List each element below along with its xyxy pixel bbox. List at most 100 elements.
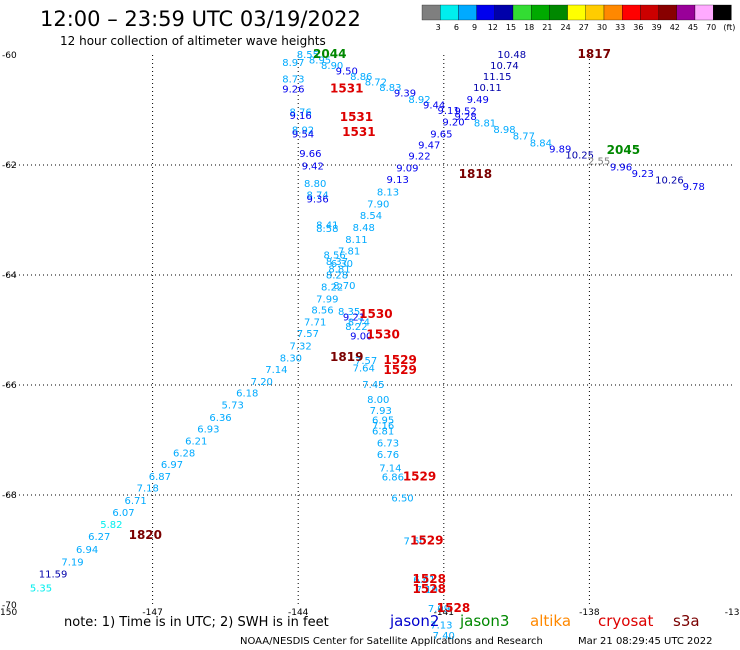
wave-height-label: 6.30 (331, 259, 353, 270)
wave-height-label: 8.83 (379, 83, 401, 94)
wave-height-label: 9.26 (282, 84, 304, 95)
colorbar-swatch (622, 4, 641, 21)
wave-height-label: 9.65 (430, 130, 452, 141)
y-tick-label: -68 (2, 491, 17, 501)
colorbar-label: 21 (542, 23, 552, 32)
colorbar-label: 6 (454, 23, 459, 32)
wave-height-label: 9.52 (455, 106, 477, 117)
pass-time-label: 1820 (129, 528, 162, 542)
wave-height-label: 8.55 (297, 50, 319, 61)
colorbar-label: 42 (670, 23, 680, 32)
wave-height-label: 9.23 (632, 169, 654, 180)
colorbar-label: 12 (488, 23, 498, 32)
wave-height-label: 8.81 (474, 119, 496, 130)
wave-height-label: 8.76 (289, 108, 311, 119)
wave-height-label: 9.54 (292, 130, 314, 141)
colorbar-swatch (531, 4, 550, 21)
wave-height-label: 10.74 (490, 61, 519, 72)
wave-height-label: 7.16 (372, 421, 394, 432)
wave-height-label: 7.45 (362, 380, 384, 391)
wave-height-label: 6.28 (173, 449, 195, 460)
x-tick-label: -150 (0, 608, 17, 618)
wave-height-label: 8.73 (282, 75, 304, 86)
wave-height-label: 9.21 (343, 313, 365, 324)
wave-height-label: 9.20 (442, 117, 464, 128)
colorbar-label: 24 (561, 23, 571, 32)
colorbar-label: 30 (597, 23, 607, 32)
wave-height-label: 6.61 (413, 575, 435, 586)
wave-height-label: 6.36 (209, 413, 231, 424)
wave-height-label: 9.42 (302, 161, 324, 172)
wave-height-points: 8.558.958.909.508.868.728.839.398.929.44… (30, 50, 705, 642)
x-tick-label: -147 (142, 608, 162, 618)
wave-height-label: 8.95 (309, 55, 331, 66)
wave-height-label: 9.11 (438, 106, 460, 117)
wave-height-label: 7.14 (265, 365, 287, 376)
wave-height-label: 9.22 (408, 152, 430, 163)
pass-time-label: 1528 (413, 572, 446, 586)
wave-height-label: 8.98 (493, 125, 515, 136)
wave-height-label: 8.72 (365, 77, 387, 88)
pass-time-label: 1528 (413, 582, 446, 596)
wave-height-label: 9.44 (423, 100, 445, 111)
wave-height-label: 7.50 (404, 537, 426, 548)
wave-height-label: 11.59 (39, 570, 68, 581)
y-tick-label: -62 (2, 161, 17, 171)
wave-height-label: 10.11 (473, 83, 502, 94)
pass-time-label: 1818 (459, 167, 492, 181)
wave-height-label: 8.74 (348, 318, 370, 329)
colorbar-swatch (585, 4, 605, 21)
wave-height-label: 7.09 (428, 604, 450, 615)
wave-height-label: 7.14 (379, 463, 401, 474)
wave-height-label: 9.49 (467, 95, 489, 106)
wave-height-label: 9.96 (610, 163, 632, 174)
wave-height-label: 9.47 (418, 141, 440, 152)
wave-height-label: 8.22 (321, 282, 343, 293)
wave-height-label: 6.95 (372, 416, 394, 427)
wave-height-label: 9.28 (455, 112, 477, 123)
wave-height-label: 8.37 (326, 257, 348, 268)
wave-height-label: 8.90 (321, 61, 343, 72)
wave-height-label: 8.97 (282, 58, 304, 69)
pass-time-label: 1530 (366, 327, 399, 341)
x-tick-label: -138 (579, 608, 600, 618)
colorbar-swatch (476, 4, 495, 21)
wave-height-label: 5.35 (30, 583, 52, 594)
wave-height-label: 7.90 (367, 199, 389, 210)
pass-time-label: 1531 (330, 81, 363, 95)
satellite-legend: jason2 jason3 altika cryosat s3a (389, 612, 700, 630)
wave-height-label: 7.19 (61, 557, 83, 568)
wave-height-label: 8.92 (408, 95, 430, 106)
wave-height-label: 5.73 (222, 401, 244, 412)
y-tick-label: -66 (2, 381, 17, 391)
wave-height-label: 7.32 (289, 341, 311, 352)
wave-height-label: 9.50 (336, 66, 358, 77)
wave-height-label: 8.70 (333, 281, 355, 292)
wave-height-label: 2.55 (588, 156, 610, 167)
wave-height-label: 8.30 (280, 353, 302, 364)
wave-height-label: 8.74 (306, 191, 328, 202)
colorbar-label: 70 (706, 23, 716, 32)
colorbar-label: 3 (436, 23, 441, 32)
colorbar-swatch (694, 4, 714, 21)
wave-height-label: 9.09 (396, 164, 418, 175)
colorbar-legend: 3 6 9 12 15 18 21 24 27 30 33 36 39 42 45 70 (ft) (421, 4, 735, 32)
pass-time-label: 1530 (359, 307, 392, 321)
pass-time-label: 2044 (313, 47, 346, 61)
colorbar-label: 18 (524, 23, 534, 32)
colorbar-label: 39 (652, 23, 662, 32)
credit-line: NOAA/NESDIS Center for Satellite Applica… (240, 636, 543, 647)
wave-height-label: 6.18 (236, 389, 258, 400)
wave-height-label: 8.56 (323, 251, 345, 262)
wave-height-label: 9.78 (683, 182, 705, 193)
pass-time-label: 1529 (403, 470, 436, 484)
footnote: note: 1) Time is in UTC; 2) SWH is in fe… (64, 615, 329, 630)
wave-height-label: 9.39 (394, 88, 416, 99)
wave-height-label: 8.58 (316, 224, 338, 235)
wave-height-label: 6.73 (377, 439, 399, 450)
wave-height-label: 10.48 (497, 50, 526, 61)
wave-height-label: 7.57 (297, 329, 319, 340)
colorbar-swatch (640, 4, 659, 21)
wave-height-label: 9.36 (306, 194, 328, 205)
